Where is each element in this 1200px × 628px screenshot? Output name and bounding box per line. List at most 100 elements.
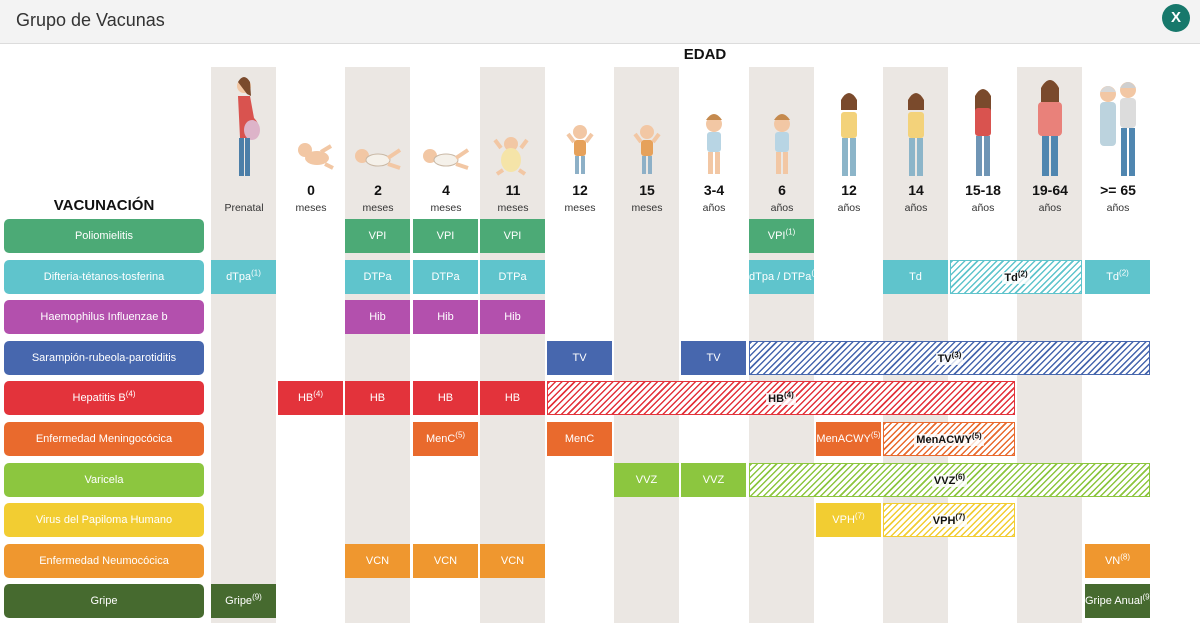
close-button[interactable]: X [1162, 4, 1190, 32]
vaccine-dose-cell[interactable]: dTpa / DTPa(2) [749, 260, 814, 294]
vaccine-dose-cell[interactable]: Gripe Anual(9) [1085, 584, 1150, 618]
footnote-ref: (3) [951, 350, 962, 360]
age-column-background [614, 67, 679, 623]
vaccine-dose-cell[interactable]: Hib [345, 300, 410, 334]
vaccine-range-cell[interactable]: VPH(7) [883, 503, 1015, 537]
vaccine-dose-cell[interactable]: VCN [345, 544, 410, 578]
vaccine-dose-cell[interactable]: VN(8) [1085, 544, 1150, 578]
vaccine-label[interactable]: Varicela [4, 463, 204, 497]
vaccine-dose-cell[interactable]: DTPa [345, 260, 410, 294]
dose-text: HB [504, 392, 521, 404]
toddler-icon [617, 125, 677, 174]
vaccine-dose-cell[interactable]: VPI(1) [749, 219, 814, 253]
vaccine-name: Hepatitis B [72, 392, 126, 404]
vaccine-dose-cell[interactable]: Hib [480, 300, 545, 334]
edad-heading: EDAD [683, 46, 727, 63]
vaccine-label[interactable]: Difteria-tétanos-tosferina [4, 260, 204, 294]
vaccine-dose-cell[interactable]: Hib [413, 300, 478, 334]
title-bar: Grupo de Vacunas X [0, 0, 1200, 44]
age-number: 0 [307, 182, 315, 198]
dose-text: HB(4) [766, 390, 796, 405]
age-number: 6 [778, 182, 786, 198]
vaccine-dose-cell[interactable]: TV [681, 341, 746, 375]
age-number: 19-64 [1032, 182, 1068, 198]
vaccine-dose-cell[interactable]: VVZ [614, 463, 679, 497]
vaccine-dose-cell[interactable]: Td [883, 260, 948, 294]
dose-text: Td [1106, 271, 1120, 283]
vaccine-label[interactable]: Sarampión-rubeola-parotiditis [4, 341, 204, 375]
age-unit: años [837, 202, 861, 214]
vaccine-label[interactable]: Gripe [4, 584, 204, 618]
vaccine-label[interactable]: Hepatitis B(4) [4, 381, 204, 415]
age-header: 15-18 años [950, 180, 1016, 216]
age-number: 15-18 [965, 182, 1001, 198]
elderly-couple-icon [1100, 82, 1136, 176]
age-unit: meses [362, 202, 394, 214]
vacunacion-heading: VACUNACIÓN [53, 197, 155, 214]
vaccine-dose-cell[interactable]: HB [345, 381, 410, 415]
age-unit: meses [564, 202, 596, 214]
vaccine-range-cell[interactable]: VVZ(6) [749, 463, 1150, 497]
vaccine-label[interactable]: Enfermedad Neumocócica [4, 544, 204, 578]
vaccine-label[interactable]: Haemophilus Influenzae b [4, 300, 204, 334]
dose-text: VVZ [635, 474, 658, 486]
dose-text: VPH [832, 514, 855, 526]
vaccine-name: Poliomielitis [74, 230, 134, 242]
vaccine-dose-cell[interactable]: VVZ [681, 463, 746, 497]
vaccine-dose-cell[interactable]: VCN [413, 544, 478, 578]
vaccine-label[interactable]: Poliomielitis [4, 219, 204, 253]
vaccine-name: Enfermedad Meningocócica [35, 433, 173, 445]
vaccine-dose-cell[interactable]: Td(2) [1085, 260, 1150, 294]
vaccine-dose-cell[interactable]: MenC(5) [413, 422, 478, 456]
vaccine-label[interactable]: Virus del Papiloma Humano [4, 503, 204, 537]
teen-icon [841, 93, 857, 176]
dose-text: Hib [369, 311, 386, 323]
dose-text: VPI [368, 230, 387, 242]
vaccine-dose-cell[interactable]: MenACWY(5) [816, 422, 881, 456]
vaccine-dose-cell[interactable]: VCN [480, 544, 545, 578]
age-number: 4 [442, 182, 450, 198]
age-unit: meses [497, 202, 529, 214]
age-unit: años [904, 202, 928, 214]
vaccine-dose-cell[interactable]: TV [547, 341, 612, 375]
footnote-ref: (9) [1142, 592, 1150, 602]
dose-text: VPI [436, 230, 455, 242]
footnote-ref: (5) [971, 431, 982, 441]
vaccine-dose-cell[interactable]: VPI [413, 219, 478, 253]
vaccine-dose-cell[interactable]: DTPa [413, 260, 478, 294]
vaccine-dose-cell[interactable]: VPI [345, 219, 410, 253]
footnote-ref: (2) [1119, 268, 1129, 278]
footnote-ref: (4) [125, 389, 136, 399]
age-unit: meses [295, 202, 327, 214]
dose-text: VN [1104, 555, 1121, 567]
footnote-ref: (7) [854, 511, 865, 521]
age-header: 14 años [883, 180, 949, 216]
vaccine-dose-cell[interactable]: HB(4) [278, 381, 343, 415]
age-header: 12 años [816, 180, 882, 216]
age-unit: años [1106, 202, 1130, 214]
vaccine-range-cell[interactable]: HB(4) [547, 381, 1015, 415]
vaccine-name: Varicela [84, 474, 124, 486]
vaccine-range-cell[interactable]: TV(3) [749, 341, 1150, 375]
vaccine-dose-cell[interactable]: VPH(7) [816, 503, 881, 537]
dose-text: DTPa [431, 271, 460, 283]
vaccine-dose-cell[interactable]: HB [413, 381, 478, 415]
vaccine-dose-cell[interactable]: HB [480, 381, 545, 415]
vaccine-range-cell[interactable]: Td(2) [950, 260, 1082, 294]
vaccine-dose-cell[interactable]: VPI [480, 219, 545, 253]
vaccine-dose-cell[interactable]: Gripe(9) [211, 584, 276, 618]
age-number: 11 [505, 182, 521, 198]
dose-text: VPI [767, 230, 786, 242]
vaccine-label[interactable]: Enfermedad Meningocócica [4, 422, 204, 456]
footnote-ref: (5) [870, 430, 881, 440]
dose-text: Td [909, 271, 922, 283]
vaccine-dose-cell[interactable]: DTPa [480, 260, 545, 294]
vaccine-range-cell[interactable]: MenACWY(5) [883, 422, 1015, 456]
age-header: 12 meses [547, 180, 613, 216]
age-number: 15 [639, 182, 655, 198]
vaccine-dose-cell[interactable]: dTpa(1) [211, 260, 276, 294]
dose-text: TV(3) [935, 350, 964, 365]
baby-sitting-icon [483, 137, 543, 178]
age-header: 19-64 años [1017, 180, 1083, 216]
vaccine-dose-cell[interactable]: MenC [547, 422, 612, 456]
